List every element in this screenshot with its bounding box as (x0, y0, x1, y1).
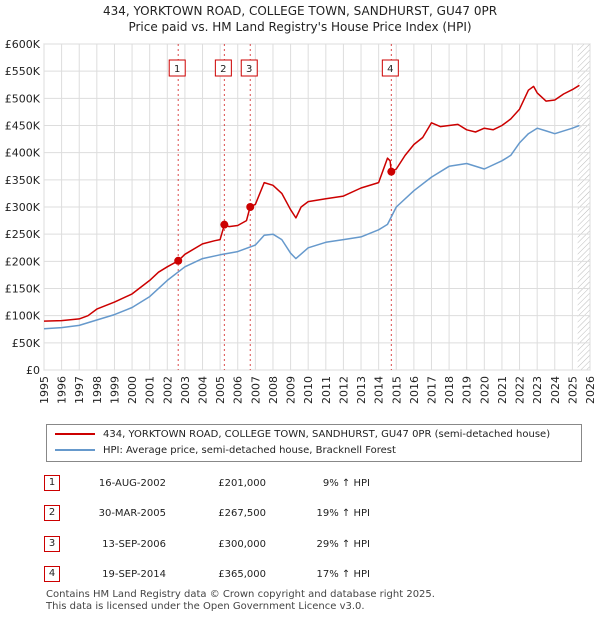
transaction-point (387, 167, 396, 176)
transaction-hpi-diff: 29% ↑ HPI (316, 539, 370, 550)
y-tick-label: £100K (5, 310, 41, 323)
transaction-marker-badge: 1 (44, 475, 60, 491)
footer-copyright: Contains HM Land Registry data © Crown c… (46, 589, 435, 600)
x-tick-label: 1999 (108, 376, 121, 404)
y-tick-label: £250K (5, 228, 41, 241)
x-tick-label: 2012 (337, 376, 350, 404)
legend-item-property: 434, YORKTOWN ROAD, COLLEGE TOWN, SANDHU… (55, 427, 550, 443)
x-tick-label: 2025 (566, 376, 579, 404)
x-tick-label: 2023 (531, 376, 544, 404)
y-tick-label: £0 (26, 364, 40, 377)
y-tick-label: £50K (12, 337, 41, 350)
chart-title: 434, YORKTOWN ROAD, COLLEGE TOWN, SANDHU… (102, 4, 498, 18)
x-tick-label: 2014 (373, 376, 386, 404)
x-tick-label: 2021 (496, 376, 509, 404)
x-tick-label: 1995 (38, 376, 51, 404)
x-tick-label: 2007 (249, 376, 262, 404)
transaction-label: 1 (174, 64, 180, 75)
x-tick-label: 1997 (73, 376, 86, 404)
transaction-price: £365,000 (218, 569, 266, 580)
x-tick-label: 2017 (425, 376, 438, 404)
transaction-point (174, 256, 183, 265)
x-tick-label: 2020 (478, 376, 491, 404)
x-tick-label: 2008 (267, 376, 280, 404)
legend-item-hpi: HPI: Average price, semi-detached house,… (55, 443, 396, 459)
transaction-hpi-diff: 19% ↑ HPI (316, 508, 370, 519)
transaction-date: 13-SEP-2006 (102, 539, 166, 550)
x-tick-label: 1996 (56, 376, 69, 404)
transaction-label: 3 (246, 64, 252, 75)
legend-swatch-property (55, 433, 95, 435)
x-tick-label: 2001 (144, 376, 157, 404)
x-tick-label: 2015 (390, 376, 403, 404)
x-tick-label: 2013 (355, 376, 368, 404)
price-chart: £0 £50K £100K £150K £200K £250K £300K £350K £400… (5, 38, 597, 404)
y-tick-label: £500K (5, 92, 41, 105)
property-price-line (43, 84, 580, 322)
y-tick-label: £450K (5, 120, 41, 133)
transaction-date: 16-AUG-2002 (98, 478, 166, 489)
transaction-price: £201,000 (218, 478, 266, 489)
transaction-price: £267,500 (218, 508, 266, 519)
transaction-point (220, 220, 229, 229)
transaction-label: 4 (387, 64, 393, 75)
legend-label-hpi: HPI: Average price, semi-detached house,… (103, 445, 396, 456)
x-tick-label: 2019 (461, 376, 474, 404)
x-tick-label: 2000 (126, 376, 139, 404)
x-tick-label: 2011 (320, 376, 333, 404)
chart-legend: 434, YORKTOWN ROAD, COLLEGE TOWN, SANDHU… (46, 424, 582, 462)
transaction-date: 30-MAR-2005 (98, 508, 166, 519)
y-tick-label: £200K (5, 255, 41, 268)
transaction-marker-badge: 3 (44, 536, 60, 552)
transaction-date: 19-SEP-2014 (102, 569, 166, 580)
transaction-label-box (240, 59, 258, 77)
transaction-marker-badge: 4 (44, 566, 60, 582)
y-tick-label: £400K (5, 147, 41, 160)
x-tick-label: 2004 (197, 376, 210, 404)
x-tick-label: 2006 (232, 376, 245, 404)
x-tick-label: 2010 (302, 376, 315, 404)
transaction-label-box (214, 59, 232, 77)
y-tick-label: £350K (5, 174, 41, 187)
y-tick-label: £150K (5, 283, 41, 296)
y-tick-label: £300K (5, 201, 41, 214)
transaction-marker-badge: 2 (44, 505, 60, 521)
footer-license: This data is licensed under the Open Gov… (46, 601, 365, 612)
x-tick-label: 2002 (161, 376, 174, 404)
chart-subtitle: Price paid vs. HM Land Registry's House … (128, 20, 472, 34)
x-tick-label: 2018 (443, 376, 456, 404)
x-tick-label: 2003 (179, 376, 192, 404)
transaction-label-box (381, 59, 399, 77)
y-tick-label: £600K (5, 38, 41, 51)
x-tick-label: 2016 (408, 376, 421, 404)
transaction-label: 2 (220, 64, 226, 75)
transaction-hpi-diff: 9% ↑ HPI (322, 478, 370, 489)
x-tick-label: 2024 (549, 376, 562, 404)
legend-label-property: 434, YORKTOWN ROAD, COLLEGE TOWN, SANDHU… (103, 429, 551, 440)
x-tick-label: 1998 (91, 376, 104, 404)
x-tick-label: 2022 (514, 376, 527, 404)
hpi-line (43, 124, 580, 330)
transaction-price: £300,000 (218, 539, 266, 550)
x-tick-label: 2009 (285, 376, 298, 404)
transaction-label-box (168, 59, 186, 77)
legend-swatch-hpi (55, 449, 95, 451)
x-tick-label: 2026 (584, 376, 597, 404)
y-tick-label: £550K (5, 65, 41, 78)
transaction-point (246, 203, 255, 211)
x-tick-label: 2005 (214, 376, 227, 404)
transaction-hpi-diff: 17% ↑ HPI (316, 569, 370, 580)
